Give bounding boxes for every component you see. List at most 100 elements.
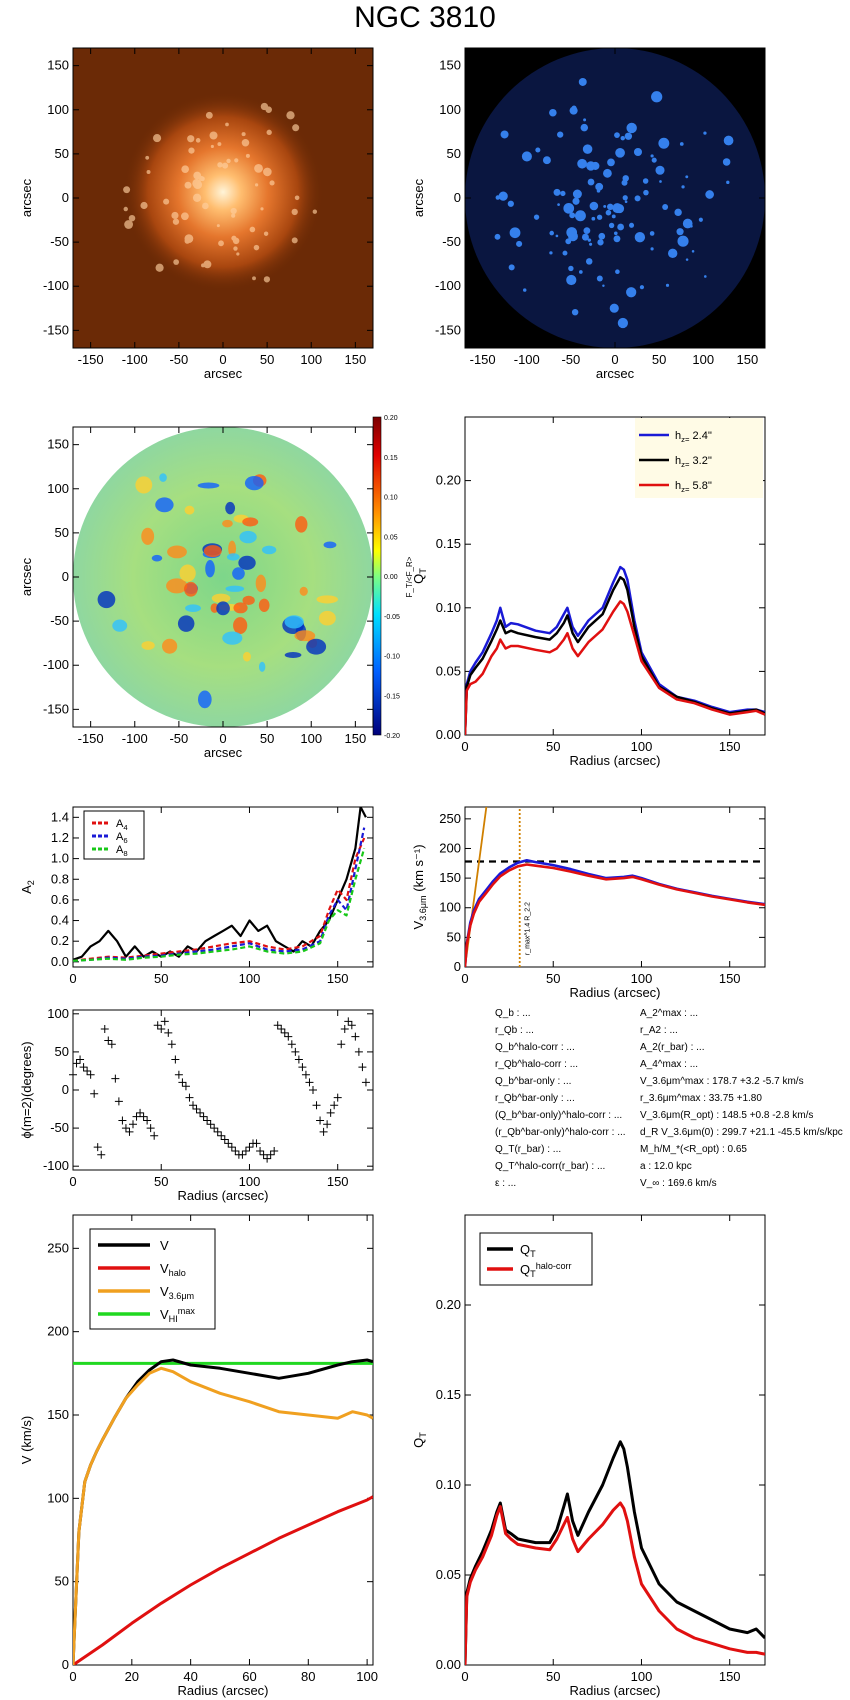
legend-label: hz= 3.2'' [675,455,712,469]
qt-hz-chart: 0 50 100 150 0.00 0.05 0.10 0.15 0.20 Radius (arc… [411,416,766,768]
blue-knot [498,191,508,201]
blue-knot [589,201,599,211]
y-tick-label: 100 [439,900,461,915]
blue-knot [565,238,572,245]
phase-marker [160,1017,169,1026]
y-axis-label-group: V3.6μm (km s⁻¹) [411,844,428,929]
optical-knot [252,276,256,281]
optical-knot [231,213,236,218]
phase-marker [174,1070,183,1079]
optical-knot [123,186,131,194]
y-tick-label: 0.6 [51,892,69,907]
blue-knot [611,214,616,219]
phase-marker [199,1112,208,1121]
x-tick-label: 100 [631,1669,653,1684]
phase-marker [305,1078,314,1087]
x-axis-label: arcsec [596,366,635,381]
blue-knot [634,232,646,243]
phase-marker [167,1040,176,1049]
blue-knot [602,284,605,288]
blue-knot [603,168,612,178]
y-axis-label: V (km/s) [19,1416,34,1464]
blue-knot [500,130,509,139]
x-tick-label: -100 [122,731,148,746]
blue-knot [651,157,657,163]
blue-knot [607,158,615,167]
blue-knot [557,131,564,138]
y-axis-label: ϕ(m=2)(degrees) [19,1041,34,1138]
optical-knot [217,142,222,147]
blue-knot [615,269,620,275]
y-tick-label: 50 [55,146,69,161]
phase-marker [107,1040,116,1049]
series-line-hz32 [465,576,765,735]
blue-knot [603,204,607,208]
y-tick-label: -50 [50,613,69,628]
blue-knot [613,235,621,243]
torque-blob [239,530,257,544]
blue-knot [586,161,596,171]
optical-knot [163,198,170,205]
phase-marker [125,1127,134,1136]
blue-knot [507,200,514,207]
plot-frame [464,416,766,736]
phase-marker [241,1146,250,1155]
x-axis-label: Radius (arcsec) [177,1683,268,1698]
blue-knot [598,232,606,240]
torque-blob [179,564,196,582]
y-tick-label: 0 [62,1657,69,1672]
optical-knot [222,162,229,169]
optical-knot [249,226,256,233]
optical-knot [198,175,205,182]
phase-marker [164,1028,173,1037]
torque-blob [225,585,245,592]
torque-blob [112,619,128,632]
info-left-column: Q_b : ... r_Qb : ... Q_b^halo-corr : ... r_… [495,1005,626,1192]
x-tick-label: -100 [122,352,148,367]
blue-knot [685,175,689,179]
info-right-row: r_3.6μm^max : 33.75 +1.80 [640,1093,762,1104]
torque-blob [166,578,188,594]
series-line-hz58 [465,600,765,735]
plot-frame [464,806,766,968]
y-tick-label: 1.0 [51,851,69,866]
x-tick-label: 100 [631,739,653,754]
blue-knot [624,132,633,140]
page-title: NGC 3810 [354,1,496,34]
optical-knot [260,207,264,211]
y-axis-label-group: ϕ(m=2)(degrees) [19,1041,34,1138]
blue-knot [651,91,663,103]
optical-knot [171,211,179,220]
x-tick-label: 150 [327,1174,349,1189]
x-axis-label: Radius (arcsec) [569,753,660,768]
velocity-decomposition-chart: 0 20 40 60 80 100 0 50 100 150 200 250 Radius (arcse… [19,1214,378,1698]
y-tick-label: -50 [442,234,461,249]
legend-label: A6 [116,831,128,845]
y-tick-label: 100 [47,1006,69,1021]
series-line-series [465,859,765,967]
legend-label: A4 [116,818,128,832]
y-axis-label-group: arcsec [411,178,426,217]
x-tick-label: 100 [300,352,322,367]
plot-frame [72,1009,374,1171]
y-tick-label: 0 [62,1082,69,1097]
blue-knot [613,231,618,236]
x-tick-label: 0 [461,971,468,986]
blue-knot [569,212,576,219]
colorbar-tick-label: 0.05 [384,534,398,541]
blue-knot [566,274,577,286]
blue-knot [659,180,662,183]
y-tick-label: 100 [47,102,69,117]
phase-marker [344,1017,353,1026]
optical-knot [241,138,250,147]
phase-marker [114,1097,123,1106]
blue-knot [685,258,689,261]
blue-knot [617,317,629,329]
torque-blob [255,574,267,593]
blue-knot [643,189,649,196]
x-tick-label: 100 [631,971,653,986]
info-right-row: a : 12.0 kpc [640,1161,692,1172]
rmax-label-group: r_max^1.4 R_2.2 [525,902,532,955]
y-tick-label: 0 [454,190,461,205]
